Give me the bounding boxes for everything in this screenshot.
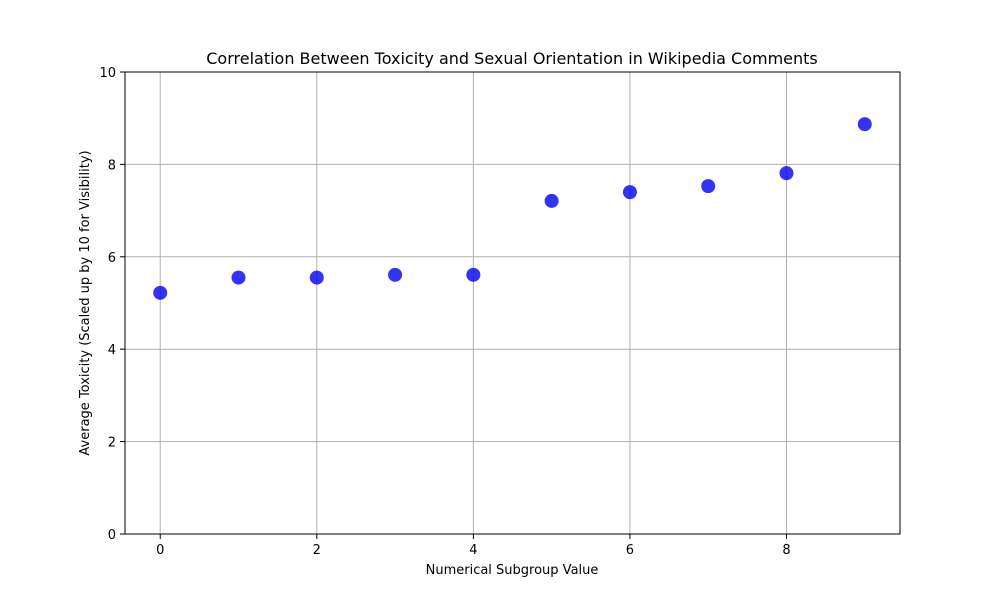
data-point xyxy=(622,185,637,200)
grid xyxy=(125,71,900,535)
data-point xyxy=(153,285,168,300)
data-point xyxy=(701,179,716,194)
x-tick-label: 0 xyxy=(156,543,164,558)
x-tick-label: 2 xyxy=(313,543,321,558)
axis-ticks: 0 2 4 6 8 0 2 4 6 8 10 xyxy=(99,66,790,558)
chart-title: Correlation Between Toxicity and Sexual … xyxy=(206,49,818,68)
y-tick-label: 10 xyxy=(99,66,116,81)
data-point xyxy=(309,270,324,285)
x-tick-label: 4 xyxy=(469,543,477,558)
y-tick-label: 2 xyxy=(108,436,116,451)
data-point xyxy=(231,270,246,285)
data-point xyxy=(857,117,872,132)
y-tick-label: 0 xyxy=(108,528,116,543)
plot-area-frame xyxy=(124,71,901,535)
x-tick-label: 6 xyxy=(626,543,634,558)
x-tick-label: 8 xyxy=(782,543,790,558)
data-point xyxy=(779,166,794,181)
data-points xyxy=(153,117,872,300)
x-axis-label: Numerical Subgroup Value xyxy=(426,563,599,578)
data-point xyxy=(388,267,403,282)
data-point xyxy=(544,193,559,208)
data-point xyxy=(466,267,481,282)
y-axis-label: Average Toxicity (Scaled up by 10 for Vi… xyxy=(78,150,93,455)
y-tick-label: 6 xyxy=(108,251,116,266)
y-tick-label: 4 xyxy=(108,343,116,358)
y-tick-label: 8 xyxy=(108,158,116,173)
